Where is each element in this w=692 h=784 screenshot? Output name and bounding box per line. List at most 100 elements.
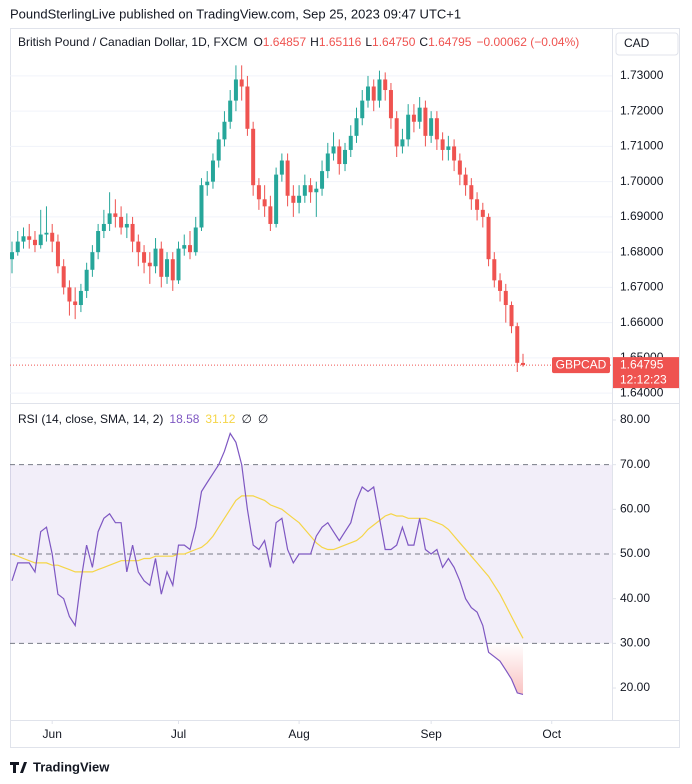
legend-title: British Pound / Canadian Dollar, 1D, FXC… [18,35,247,49]
candle-body [78,290,83,306]
candle-body [297,195,302,203]
candle-body [509,305,514,327]
candle-body [216,139,221,161]
y-tick-label: 40.00 [620,591,650,605]
candle-body [486,216,491,260]
candle-body [314,188,319,193]
candle-body [159,248,164,277]
rsi-value: 31.12 [205,412,235,426]
candle-body [84,269,89,291]
y-tick-label: 60.00 [620,502,650,516]
candle-body [498,280,503,291]
candle-body [469,185,474,200]
candle-body [251,128,256,186]
candle-body [233,79,238,101]
candle-body [331,146,336,154]
y-tick-label: 1.69000 [620,209,664,223]
symbol-tag [552,357,610,374]
candle-body [61,266,66,288]
candle-body [15,241,20,253]
candle-body [291,195,296,203]
frame [10,28,680,748]
rsi-title: RSI (14, close, SMA, 14, 2) [18,412,163,426]
candle-body [411,114,416,122]
candle-body [423,107,428,136]
candle-body [365,86,370,101]
x-tick-label: Sep [420,727,442,741]
candle-body [463,174,468,186]
candle-body [400,139,405,147]
x-tick-label: Jun [43,727,62,741]
y-tick-label: 1.68000 [620,244,664,258]
candle-body [360,100,365,119]
candle-body [90,252,95,270]
y-tick-label: 70.00 [620,457,650,471]
candle-body [285,160,290,196]
candle-body [222,121,227,140]
candle-body [320,171,325,189]
last-price-label: 1.64795 [620,357,664,371]
na-label: ∅ [258,412,268,426]
candle-body [153,248,158,267]
candle-body [27,236,32,240]
candle-body [210,160,215,182]
candle-body [101,223,106,232]
candle-body [21,236,26,242]
candle-body [452,146,457,161]
y-tick-label: 80.00 [620,412,650,426]
candle-body [429,118,434,136]
candle-body [354,118,359,136]
candle-body [205,181,210,186]
candle-body [44,232,49,235]
candle-body [176,248,181,281]
na-label: ∅ [241,412,251,426]
candle-body [50,232,55,242]
candle-body [394,118,399,147]
candle-body [343,149,348,165]
y-tick-label: 1.72000 [620,103,664,117]
candle-body [440,139,445,150]
currency-label: CAD [624,36,650,50]
candle-body [480,209,485,217]
candle-body [262,199,267,207]
candle-body [457,160,462,175]
candle-body [274,174,279,224]
currency-button [615,32,679,56]
y-tick-label: 1.70000 [620,174,664,188]
candle-body [107,213,112,224]
logo-mark [10,762,27,773]
x-tick-label: Oct [542,727,561,741]
candle-body [55,241,60,267]
y-tick-label: 1.67000 [620,280,664,294]
candle-body [113,213,118,217]
candle-body [228,100,233,122]
candle-body [199,185,204,228]
y-tick-label: 30.00 [620,636,650,650]
candle-body [256,185,261,200]
candle-body [371,86,376,101]
legend-value: 1.65116 [319,35,362,49]
plot-layer: 1.640001.650001.660001.670001.680001.690… [10,65,664,741]
candle-body [268,206,273,224]
y-tick-label: 1.66000 [620,315,664,329]
series-line [11,432,524,695]
brand: TradingView [33,759,110,774]
candle-body [67,287,72,302]
rsi-value: 18.58 [169,412,199,426]
candle-body [38,234,43,246]
legend-letter: L [365,35,372,49]
legend: British Pound / Canadian Dollar, 1D, FXC… [18,35,579,49]
candle-body [165,259,170,277]
legend-value: 1.64795 [428,35,472,49]
candle-body [279,160,284,175]
candle-body [130,223,135,242]
y-tick-label: 1.73000 [620,68,664,82]
candle-body [302,185,307,196]
x-tick-label: Aug [288,727,309,741]
candle-body [521,362,526,366]
candle-body [503,290,508,306]
legend-letter: O [253,35,262,49]
legend-value: 1.64750 [372,35,416,49]
